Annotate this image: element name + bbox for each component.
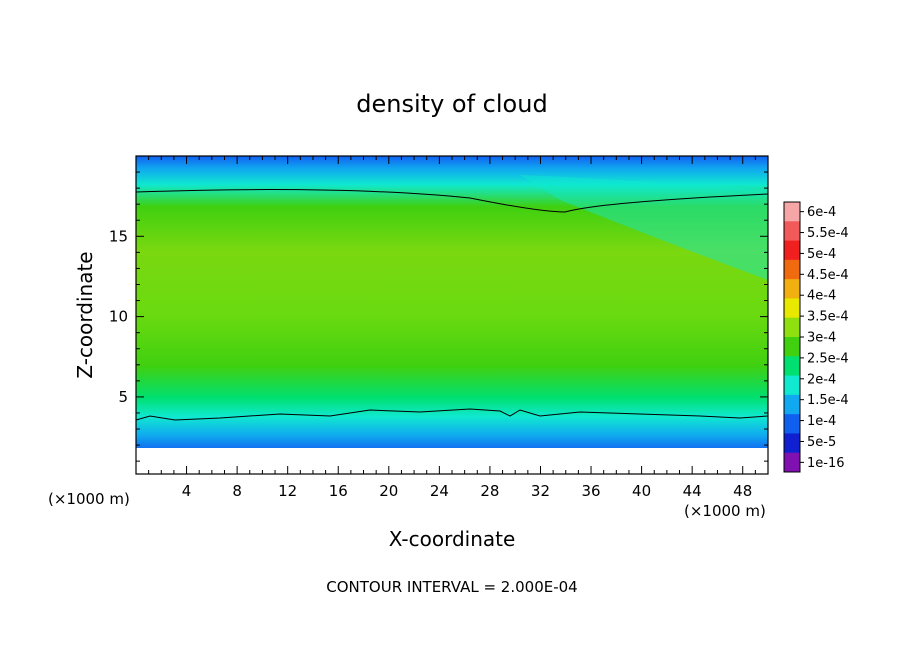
x-tick-label: 16 [329,482,348,500]
colorbar-swatch [784,394,800,415]
y-axis-label: Z-coordinate [73,251,97,378]
colorbar-label: 3e-4 [807,331,836,346]
x-tick-label: 36 [581,482,600,500]
y-axis-ticks: 5 10 15 [109,155,768,462]
y-tick-label: 10 [109,308,128,326]
colorbar-swatch [784,279,800,299]
colorbar-label: 2e-4 [807,372,836,387]
colorbar-label: 4e-4 [807,289,836,304]
colorbar-label: 1.5e-4 [807,393,849,408]
x-tick-label: 32 [531,482,550,500]
colorbar-swatch [784,298,800,319]
colorbar-label: 3.5e-4 [807,310,849,325]
colorbar-swatch [784,414,800,434]
colorbar-swatch [784,433,800,454]
upper-cyan-patch [520,175,768,280]
x-unit-right: (×1000 m) [684,502,766,520]
x-axis-ticks: 4 8 12 16 20 24 28 32 36 40 44 48 [135,156,769,500]
colorbar-label: 5e-4 [807,247,836,262]
colorbar-swatch [784,259,800,280]
colorbar-swatch [784,375,800,396]
colorbar-swatch [784,452,800,473]
colorbar-swatch [784,240,800,261]
colorbar-label: 6e-4 [807,205,836,220]
x-tick-label: 48 [733,482,752,500]
ground-edge [136,450,768,474]
colorbar-label: 5e-5 [807,435,836,450]
x-tick-label: 28 [480,482,499,500]
contour-interval-note: CONTOUR INTERVAL = 2.000E-04 [326,578,577,596]
plot-field [136,156,768,474]
x-unit-left: (×1000 m) [48,490,130,508]
y-tick-label: 5 [118,388,128,406]
colorbar-swatch [784,356,800,377]
density-field [136,156,768,474]
x-tick-label: 8 [232,482,242,500]
colorbar-label: 1e-4 [807,414,836,429]
colorbar: 6e-4 5.5e-4 5e-4 4.5e-4 4e-4 3.5e-4 3e-4 2.5e-4… [783,201,849,473]
colorbar-label: 5.5e-4 [807,226,849,241]
x-tick-label: 20 [379,482,398,500]
x-tick-label: 4 [182,482,192,500]
x-tick-label: 24 [430,482,449,500]
contour-lower [136,408,768,421]
x-tick-label: 12 [278,482,297,500]
colorbar-swatch [784,202,800,222]
colorbar-swatch [784,317,800,338]
contour-upper [136,189,768,213]
colorbar-swatch [784,337,800,357]
chart-title: density of cloud [356,90,547,118]
colorbar-label: 2.5e-4 [807,351,849,366]
x-tick-label: 44 [683,482,702,500]
y-tick-label: 15 [109,227,128,245]
x-axis-label: X-coordinate [389,527,516,551]
x-tick-label: 40 [632,482,651,500]
colorbar-swatch [784,221,800,242]
colorbar-label: 1e-16 [807,456,845,471]
colorbar-label: 4.5e-4 [807,268,849,283]
